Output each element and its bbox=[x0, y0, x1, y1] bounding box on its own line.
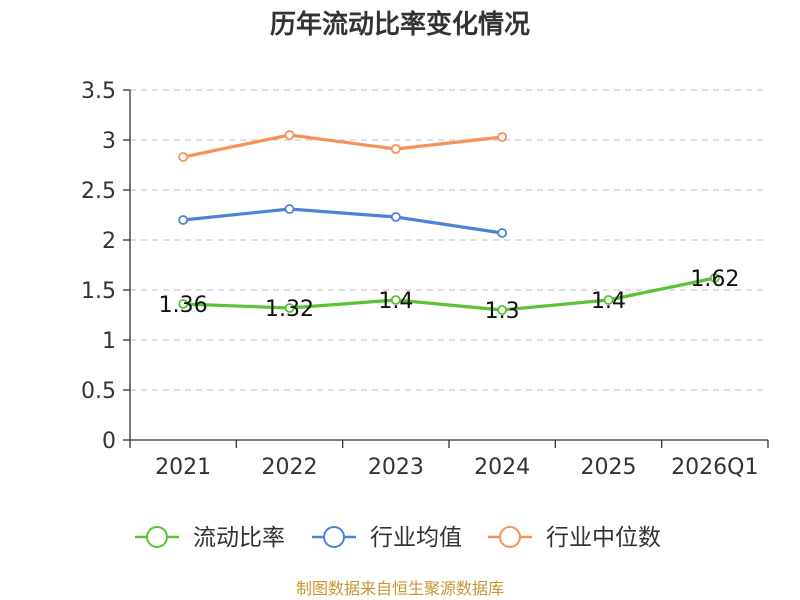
y-tick-label: 2 bbox=[102, 229, 116, 254]
data-label: 1.4 bbox=[378, 289, 413, 314]
series-group bbox=[178, 130, 720, 315]
series-line bbox=[183, 276, 716, 312]
legend-marker bbox=[146, 526, 168, 548]
data-point bbox=[178, 215, 189, 225]
legend-label: 行业中位数 bbox=[546, 525, 661, 551]
chart-title: 历年流动比率变化情况 bbox=[270, 9, 530, 40]
x-tick-label: 2026Q1 bbox=[671, 455, 758, 480]
source-note: 制图数据来自恒生聚源数据库 bbox=[296, 579, 504, 598]
y-tick-label: 3 bbox=[102, 129, 116, 154]
data-point bbox=[390, 144, 401, 154]
grid-lines bbox=[130, 89, 768, 391]
y-tick-label: 2.5 bbox=[81, 179, 116, 204]
data-point bbox=[390, 295, 401, 305]
data-point bbox=[390, 212, 401, 222]
legend: 流动比率 行业均值 行业中位数 bbox=[135, 525, 661, 551]
axes: 0 0.5 1 1.5 2 2.5 3 3.5 2021 2022 2023 2024 2025 2026… bbox=[81, 79, 769, 480]
data-label: 1.3 bbox=[485, 299, 520, 324]
x-tick-label: 2024 bbox=[474, 455, 530, 480]
series-line bbox=[183, 207, 503, 235]
data-point bbox=[497, 228, 508, 238]
data-point bbox=[284, 130, 295, 140]
data-point bbox=[284, 303, 295, 313]
y-tick-label: 1.5 bbox=[81, 279, 116, 304]
y-tick-label: 0.5 bbox=[81, 379, 116, 404]
data-point bbox=[284, 204, 295, 214]
data-point bbox=[497, 305, 508, 315]
legend-label: 流动比率 bbox=[193, 525, 285, 551]
legend-marker bbox=[323, 526, 345, 548]
x-tick-label: 2021 bbox=[155, 455, 211, 480]
y-tick-label: 1 bbox=[102, 329, 116, 354]
data-point bbox=[178, 152, 189, 162]
data-point bbox=[178, 299, 189, 309]
data-label: 1.36 bbox=[159, 293, 208, 318]
data-point bbox=[709, 273, 720, 283]
data-point bbox=[603, 295, 614, 305]
data-label: 1.62 bbox=[690, 267, 739, 292]
data-labels: 1.36 1.32 1.4 1.3 1.4 1.62 bbox=[159, 267, 740, 324]
data-point bbox=[497, 132, 508, 142]
x-tick-label: 2025 bbox=[581, 455, 637, 480]
data-label: 1.4 bbox=[591, 289, 626, 314]
series-line bbox=[182, 133, 503, 159]
legend-marker bbox=[499, 526, 521, 548]
data-label: 1.32 bbox=[265, 297, 314, 322]
x-tick-label: 2023 bbox=[368, 455, 424, 480]
y-tick-label: 0 bbox=[102, 429, 116, 454]
x-tick-label: 2022 bbox=[262, 455, 318, 480]
legend-label: 行业均值 bbox=[370, 525, 462, 551]
y-tick-label: 3.5 bbox=[81, 79, 116, 104]
